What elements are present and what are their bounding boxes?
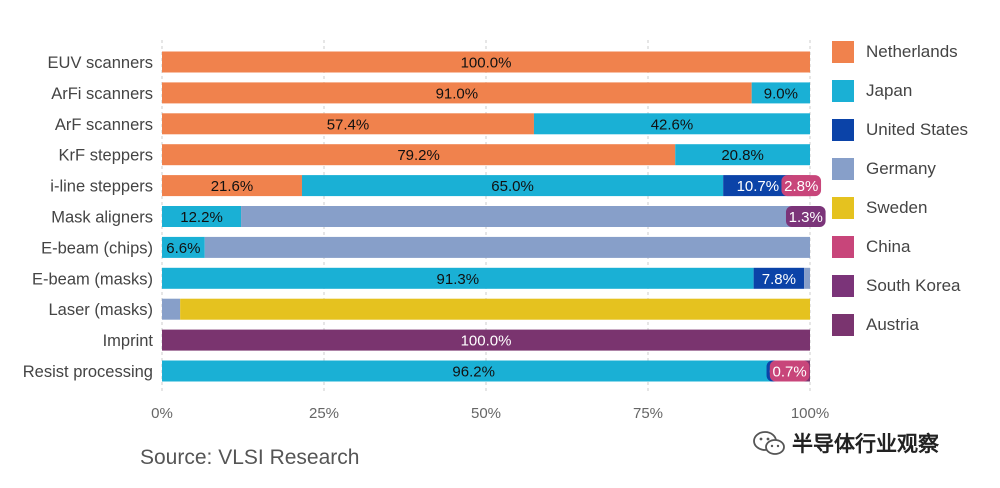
data-label: 91.3% [437,271,480,288]
data-label: 10.7% [737,178,780,195]
legend-item: South Korea [832,274,961,298]
data-label: 1.3% [789,209,823,226]
data-label: 79.2% [397,147,440,164]
x-tick-label: 25% [309,405,339,422]
y-category-label: E-beam (chips) [41,239,153,257]
legend-label: Japan [866,81,913,100]
legend-swatch [832,197,854,219]
x-tick-label: 0% [151,405,173,422]
legend-label: Germany [866,159,936,178]
data-label: 91.0% [436,85,479,102]
legend-item: China [832,235,910,259]
y-category-label: ArF scanners [55,116,153,134]
x-tick-label: 75% [633,405,663,422]
data-label: 57.4% [327,116,370,133]
data-label: 65.0% [491,178,534,195]
bar-segment [751,82,810,104]
data-label: 2.8% [784,178,818,195]
legend-item: United States [832,118,968,142]
bar-segment [804,267,810,289]
bar-segment [723,175,793,197]
y-category-label: EUV scanners [48,54,153,72]
bar-segment [162,360,786,382]
bar-segment [180,298,811,320]
y-category-label: Resist processing [23,363,153,381]
legend-item: Austria [832,313,919,337]
bar-segment [162,175,302,197]
data-label: 42.6% [651,116,694,133]
wechat-icon [753,431,785,455]
bar-segment [162,206,242,227]
watermark: 半导体行业观察 [752,428,939,458]
legend-swatch [832,80,854,102]
bar-segment [204,236,810,258]
bar-segment [162,298,181,320]
bar-segment [162,144,676,166]
data-label: 100.0% [461,55,512,72]
y-category-label: E-beam (masks) [32,270,153,288]
data-label: 0.7% [772,364,806,381]
legend-label: Netherlands [866,42,958,61]
data-label-badge [781,175,822,197]
legend-swatch [832,314,854,336]
bar-segment [301,175,724,197]
bar-segment [162,51,810,73]
bar-segment [162,113,534,135]
legend-swatch [832,158,854,180]
legend-item: Japan [832,79,912,103]
data-label: 100.0% [461,333,512,350]
legend-item: Netherlands [832,40,958,64]
bar-segment [162,82,752,104]
bar-segment [533,113,810,135]
x-tick-label: 100% [791,405,829,422]
legend-label: China [866,237,911,256]
y-category-label: i-line steppers [50,178,153,196]
data-label: 96.2% [452,364,495,381]
source-note: Source: VLSI Research [140,446,360,469]
bar-segment [162,267,754,289]
y-category-label: Laser (masks) [48,301,153,319]
watermark-text: 半导体行业观察 [792,432,939,456]
legend-label: United States [866,120,969,139]
data-label-badge [785,206,826,227]
bar-segment [162,236,205,258]
legend-swatch [832,275,854,297]
data-label: 7.8% [762,271,796,288]
y-category-label: KrF steppers [59,147,153,165]
y-category-label: Imprint [103,332,154,350]
y-category-label: ArFi scanners [51,85,153,103]
legend-label: Sweden [866,198,928,217]
legend-swatch [832,41,854,63]
bar-segment [162,329,810,351]
bar-segment [241,206,802,227]
bar-segment [753,267,805,289]
data-label: 6.6% [166,240,200,257]
legend-item: Sweden [832,196,927,220]
legend-item: Germany [832,157,936,181]
legend-label: Austria [866,315,919,334]
x-tick-label: 50% [471,405,501,422]
data-label: 21.6% [211,178,254,195]
data-label-badge [769,360,810,382]
data-label: 9.0% [764,85,798,102]
legend-label: South Korea [866,276,961,295]
data-label: 12.2% [180,209,223,226]
data-label: 20.8% [721,147,764,164]
legend-swatch [832,119,854,141]
y-category-label: Mask aligners [51,209,153,227]
bar-segment [675,144,810,166]
legend-swatch [832,236,854,258]
